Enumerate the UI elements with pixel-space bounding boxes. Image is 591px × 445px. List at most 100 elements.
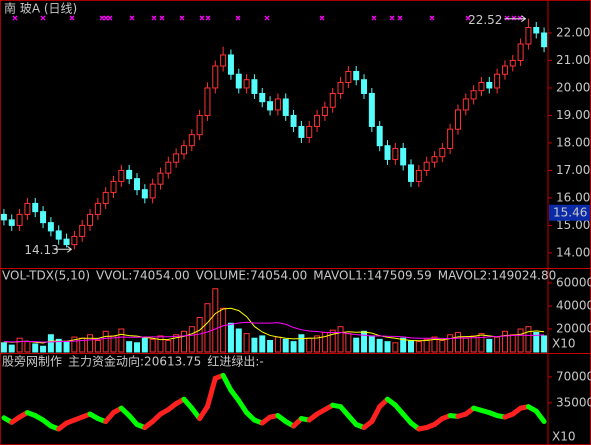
signal-markers	[12, 15, 523, 21]
volume-bar	[0, 342, 7, 353]
volume-bar	[501, 330, 508, 353]
volume-bar	[173, 334, 180, 353]
volume-bar	[204, 303, 211, 353]
y-tick-label: 16.00	[556, 190, 590, 204]
flow-line-segment	[369, 404, 383, 425]
volume-bar	[509, 334, 516, 353]
volume-bar	[361, 330, 368, 353]
volume-bar	[47, 334, 54, 353]
volume-bar	[243, 333, 250, 353]
volume-bar	[71, 336, 78, 353]
volume-bar	[462, 337, 469, 353]
y-tick-label: 17.00	[556, 163, 590, 177]
unit-label: X10	[552, 430, 576, 444]
candle-body	[102, 191, 109, 204]
indicator-label: MAVOL1:147509.59	[313, 269, 432, 283]
candle-body	[298, 125, 305, 138]
volume-bar	[149, 338, 156, 353]
candle-body	[16, 213, 23, 226]
volume-bar	[212, 288, 219, 353]
candle-body	[408, 164, 414, 182]
moving-average-line	[3, 321, 545, 343]
y-tick-label: 35000	[556, 395, 591, 409]
volume-bar	[251, 337, 258, 353]
annotation: 14.13	[24, 243, 58, 257]
candle-body	[447, 128, 454, 149]
volume-bar	[102, 330, 109, 353]
candle-body	[24, 202, 31, 215]
volume-bar	[32, 343, 39, 353]
candle-body	[118, 169, 125, 182]
volume-bar	[384, 341, 391, 353]
annotation: 22.52	[468, 13, 502, 27]
y-tick-label: 18.00	[556, 135, 590, 149]
volume-bar	[267, 339, 274, 353]
candle-body	[368, 92, 375, 127]
y-tick-label: 19.00	[556, 108, 590, 122]
volume-bar	[220, 307, 227, 353]
volume-bar	[431, 336, 438, 353]
y-tick-label: 14.00	[556, 245, 590, 259]
candle-body	[63, 238, 70, 246]
volume-bar	[298, 334, 305, 353]
candle-body	[55, 230, 62, 240]
candle-body	[8, 219, 15, 226]
candle-body	[212, 65, 219, 89]
candle-body	[126, 169, 133, 180]
candle-body	[423, 161, 430, 171]
annotation-arrow	[54, 245, 73, 253]
volume-bar	[337, 326, 344, 353]
candle-body	[525, 26, 532, 45]
volume-bar	[157, 335, 164, 353]
candle-body	[149, 183, 156, 199]
candle-body	[267, 101, 274, 111]
candle-body	[392, 147, 399, 160]
candle-body	[494, 73, 501, 89]
volume-bar	[94, 339, 101, 353]
unit-label: X10	[552, 337, 576, 351]
volume-bar	[40, 345, 47, 353]
candle-body	[173, 153, 180, 163]
volume-bar	[63, 341, 70, 353]
candle-body	[486, 81, 493, 89]
volume-bar	[345, 333, 352, 353]
candle-body	[235, 73, 242, 89]
moving-average-line	[3, 307, 545, 344]
volume-bar	[141, 337, 148, 353]
candle-body	[87, 213, 94, 226]
candle-body	[71, 235, 78, 246]
volume-bar	[259, 335, 266, 353]
volume-bar	[321, 331, 328, 353]
candle-body	[259, 92, 266, 103]
candle-body	[321, 106, 328, 116]
candle-body	[79, 224, 86, 237]
volume-bar	[439, 339, 446, 353]
volume-bar	[306, 337, 313, 353]
candle-body	[282, 98, 289, 116]
candle-body	[400, 147, 407, 166]
volume-bar	[525, 326, 532, 353]
candle-body	[454, 109, 461, 130]
candle-body	[345, 70, 352, 83]
candle-body	[94, 202, 101, 215]
flow-line-segment	[533, 408, 547, 425]
y-tick-label: 20.00	[556, 80, 590, 94]
candle-body	[470, 90, 477, 100]
candle-body	[157, 172, 164, 185]
candle-body	[32, 202, 39, 213]
candle-body	[462, 98, 469, 111]
candle-body	[220, 54, 227, 67]
volume-bar	[454, 331, 461, 353]
candle-body	[47, 222, 54, 232]
indicator-label: VOL-TDX(5,10)	[2, 269, 90, 283]
candle-body	[180, 145, 187, 155]
volume-bar	[235, 328, 242, 353]
candle-body	[196, 114, 203, 136]
chart-title: 南 玻A (日线)	[4, 1, 77, 16]
volume-bar	[353, 337, 360, 353]
candle-body	[251, 79, 258, 94]
y-tick-label: 40000	[556, 298, 591, 312]
candle-body	[509, 59, 516, 67]
candle-body	[384, 145, 391, 160]
